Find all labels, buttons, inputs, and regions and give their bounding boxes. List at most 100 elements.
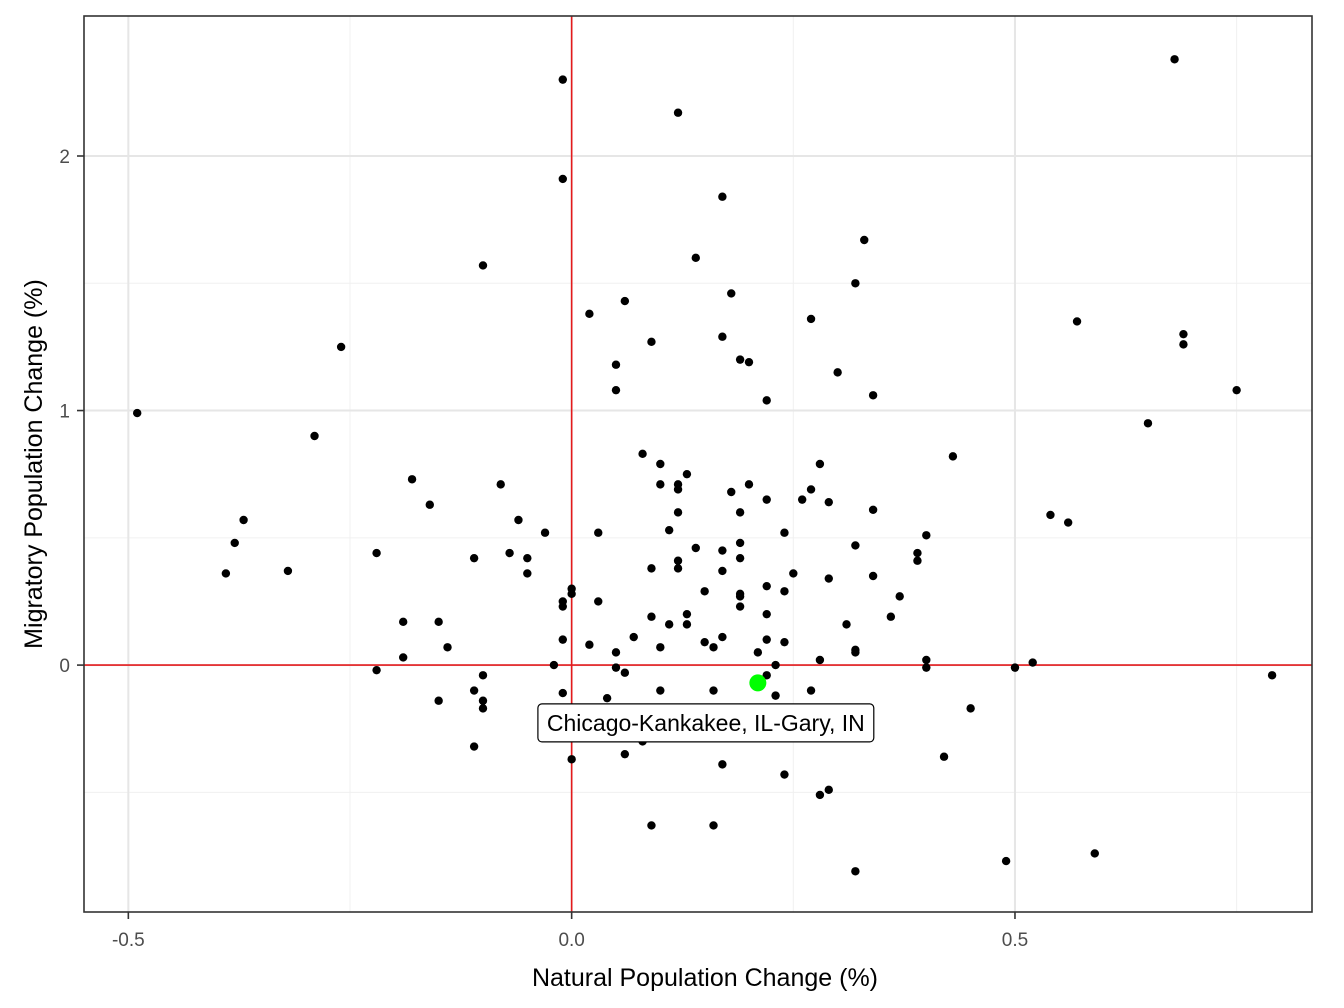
- data-point: [815, 790, 825, 800]
- data-point: [664, 525, 674, 535]
- data-point: [700, 587, 709, 596]
- y-axis: 0 1 2: [59, 147, 84, 677]
- data-point: [709, 821, 718, 830]
- data-point: [735, 553, 745, 563]
- y-axis-title: Migratory Population Change (%): [20, 279, 48, 649]
- data-point: [771, 691, 780, 700]
- data-point: [585, 640, 594, 649]
- data-point: [709, 686, 718, 695]
- data-point: [922, 531, 931, 540]
- data-point: [673, 108, 683, 117]
- data-point: [656, 643, 665, 652]
- data-point: [434, 617, 443, 627]
- data-point: [310, 431, 319, 441]
- data-point: [851, 648, 860, 657]
- data-point: [762, 671, 771, 680]
- data-point: [647, 337, 656, 347]
- data-point: [523, 569, 532, 578]
- data-point: [398, 653, 408, 662]
- data-point: [629, 632, 638, 642]
- data-point: [1046, 510, 1055, 520]
- data-point: [523, 553, 532, 563]
- data-point: [948, 452, 958, 461]
- data-point: [851, 867, 860, 876]
- data-point: [753, 648, 763, 657]
- data-point: [443, 643, 452, 652]
- data-point: [221, 569, 231, 578]
- data-point: [851, 279, 860, 288]
- data-point: [842, 620, 851, 629]
- data-point: [478, 696, 488, 705]
- x-tick-label: -0.5: [112, 930, 145, 951]
- data-point: [594, 597, 603, 606]
- data-point: [567, 589, 576, 599]
- data-point: [682, 469, 692, 479]
- data-point: [735, 602, 745, 611]
- data-point: [744, 357, 754, 367]
- data-point: [1028, 658, 1037, 667]
- data-point: [239, 515, 248, 525]
- data-point: [682, 620, 692, 629]
- data-point: [673, 556, 683, 565]
- highlight-label-box: [537, 703, 875, 743]
- x-tick-label: 0.5: [1002, 930, 1028, 951]
- data-point: [824, 497, 833, 507]
- data-point: [860, 235, 869, 245]
- data-point: [709, 643, 718, 652]
- data-point: [735, 508, 745, 517]
- y-tick-label: 2: [59, 147, 70, 168]
- data-point: [407, 475, 417, 484]
- data-point: [1072, 317, 1082, 326]
- data-point: [789, 569, 798, 578]
- data-point: [691, 543, 700, 553]
- data-point: [735, 538, 745, 548]
- data-point: [283, 566, 293, 576]
- data-point: [771, 660, 780, 670]
- data-point: [824, 574, 833, 583]
- data-point: [797, 495, 807, 504]
- data-point: [558, 635, 567, 644]
- data-point: [815, 655, 825, 665]
- data-point: [611, 385, 621, 395]
- y-tick-label: 0: [59, 656, 70, 677]
- data-point: [372, 548, 381, 558]
- data-point: [691, 253, 700, 263]
- x-axis: -0.5 0.0 0.5: [112, 912, 1028, 951]
- data-point: [913, 556, 922, 565]
- data-point: [868, 391, 878, 400]
- data-point: [780, 587, 789, 596]
- data-point: [1179, 329, 1188, 339]
- data-point: [718, 332, 727, 341]
- highlight-label: Chicago-Kankakee, IL-Gary, IN: [537, 703, 875, 743]
- data-point: [1267, 671, 1277, 680]
- data-point: [567, 755, 576, 764]
- data-points: [132, 55, 1277, 876]
- data-point: [514, 515, 523, 525]
- data-point: [656, 480, 665, 489]
- data-point: [735, 592, 745, 601]
- data-point: [469, 742, 479, 751]
- data-point: [1179, 340, 1188, 349]
- data-point: [372, 665, 381, 675]
- data-point: [478, 671, 488, 680]
- data-point: [602, 693, 612, 703]
- data-point: [718, 566, 727, 576]
- data-point: [780, 770, 789, 779]
- data-point: [478, 704, 488, 713]
- data-point: [230, 538, 239, 548]
- data-point: [727, 289, 736, 298]
- data-point: [656, 686, 665, 695]
- data-point: [505, 548, 514, 558]
- data-point: [1063, 518, 1073, 527]
- data-point: [558, 174, 567, 184]
- data-point: [1010, 663, 1020, 672]
- data-point: [1232, 385, 1241, 395]
- data-point: [496, 480, 505, 489]
- data-point: [558, 75, 567, 84]
- data-point: [718, 632, 727, 642]
- y-tick-label: 1: [59, 402, 70, 423]
- data-point: [656, 459, 665, 469]
- data-point: [966, 704, 975, 713]
- data-point: [620, 749, 630, 759]
